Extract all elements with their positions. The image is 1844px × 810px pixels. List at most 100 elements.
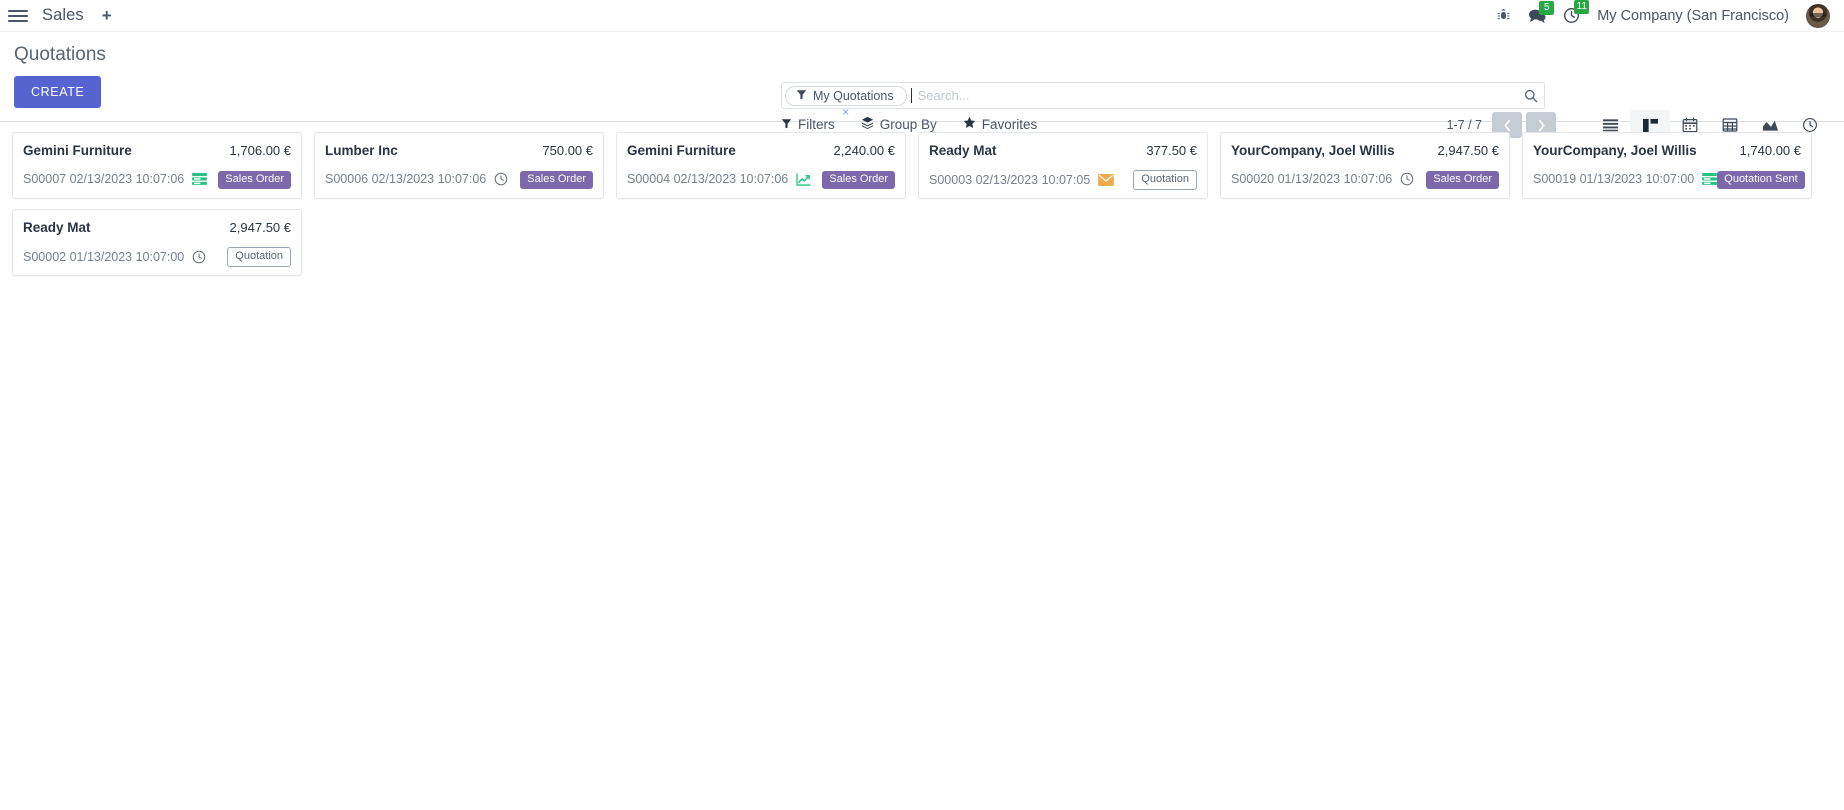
gray-clock-icon[interactable] bbox=[1400, 172, 1414, 186]
kanban-state-badge[interactable]: Quotation bbox=[227, 246, 291, 267]
green-chart-line-icon[interactable] bbox=[796, 172, 811, 186]
search-dropdowns: Filters Group By Favorites bbox=[781, 116, 1037, 132]
kanban-card-footer: S00003 02/13/2023 10:07:05 Quotation bbox=[929, 169, 1197, 190]
search-icon[interactable] bbox=[1524, 89, 1538, 103]
search-box[interactable]: My Quotations × bbox=[781, 82, 1545, 118]
green-list-icon[interactable] bbox=[192, 173, 208, 185]
search-facet-remove-icon[interactable]: × bbox=[842, 104, 850, 119]
kanban-amount: 1,706.00 € bbox=[229, 143, 291, 158]
kanban-card[interactable]: Gemini Furniture 2,240.00 € S00004 02/13… bbox=[616, 132, 906, 199]
kanban-card-header: Ready Mat 2,947.50 € bbox=[23, 219, 291, 237]
view-switcher-list[interactable] bbox=[1590, 110, 1630, 140]
kanban-amount: 1,740.00 € bbox=[1739, 143, 1801, 158]
kanban-state-badge[interactable]: Sales Order bbox=[1426, 169, 1499, 189]
view-switcher-activity[interactable] bbox=[1790, 110, 1830, 140]
create-button[interactable]: CREATE bbox=[14, 76, 102, 108]
kanban-state-badge[interactable]: Sales Order bbox=[520, 169, 593, 189]
activities-clock-icon[interactable]: 11 bbox=[1563, 0, 1590, 24]
kanban-card-footer: S00019 01/13/2023 10:07:00 Quotation Sen… bbox=[1533, 169, 1805, 189]
kanban-card-footer: S00006 02/13/2023 10:07:06 Sales Order bbox=[325, 169, 593, 189]
kanban-card-footer: S00007 02/13/2023 10:07:06 Sales Order bbox=[23, 169, 291, 189]
kanban-reference: S00006 02/13/2023 10:07:06 bbox=[325, 172, 487, 186]
kanban-card[interactable]: Lumber Inc 750.00 € S00006 02/13/2023 10… bbox=[314, 132, 604, 199]
kanban-state-badge[interactable]: Quotation bbox=[1133, 169, 1197, 190]
kanban-card-header: Gemini Furniture 1,706.00 € bbox=[23, 142, 291, 160]
kanban-view: Gemini Furniture 1,706.00 € S00007 02/13… bbox=[0, 122, 1844, 810]
groupby-label: Group By bbox=[879, 116, 937, 132]
status-badge: Quotation Sent bbox=[1717, 171, 1805, 189]
favorites-label: Favorites bbox=[981, 116, 1038, 132]
status-badge: Sales Order bbox=[218, 171, 291, 189]
kanban-partner-name: YourCompany, Joel Willis bbox=[1533, 143, 1697, 158]
status-badge: Quotation bbox=[1133, 170, 1197, 190]
kanban-card[interactable]: Ready Mat 2,947.50 € S00002 01/13/2023 1… bbox=[12, 209, 302, 276]
kanban-reference: S00007 02/13/2023 10:07:06 bbox=[23, 172, 185, 186]
search-caret bbox=[910, 88, 912, 103]
kanban-amount: 2,240.00 € bbox=[833, 143, 895, 158]
add-icon[interactable]: + bbox=[101, 6, 112, 25]
app-name-sales[interactable]: Sales bbox=[42, 6, 84, 24]
kanban-card-header: YourCompany, Joel Willis 1,740.00 € bbox=[1533, 142, 1801, 160]
search-facet-my-quotations[interactable]: My Quotations × bbox=[785, 85, 907, 118]
view-switcher-calendar[interactable] bbox=[1670, 110, 1710, 140]
view-switcher-graph[interactable] bbox=[1750, 110, 1790, 140]
gray-clock-icon[interactable] bbox=[494, 172, 508, 186]
status-badge: Sales Order bbox=[1426, 171, 1499, 189]
kanban-state-badge[interactable]: Quotation Sent bbox=[1717, 169, 1805, 189]
filter-funnel-icon bbox=[781, 117, 792, 132]
kanban-amount: 377.50 € bbox=[1146, 143, 1197, 158]
control-panel-left: Quotations CREATE bbox=[14, 32, 1830, 108]
kanban-card-header: Gemini Furniture 2,240.00 € bbox=[627, 142, 895, 160]
green-list-icon[interactable] bbox=[1702, 173, 1718, 185]
company-switcher[interactable]: My Company (San Francisco) bbox=[1597, 7, 1789, 24]
kanban-partner-name: YourCompany, Joel Willis bbox=[1231, 143, 1395, 158]
search-input[interactable] bbox=[911, 88, 1524, 103]
kanban-card-header: YourCompany, Joel Willis 2,947.50 € bbox=[1231, 142, 1499, 160]
avatar[interactable] bbox=[1806, 3, 1830, 28]
search-view: My Quotations × bbox=[781, 82, 1545, 118]
filters-dropdown[interactable]: Filters bbox=[781, 117, 835, 132]
kanban-amount: 750.00 € bbox=[542, 143, 593, 158]
kanban-partner-name: Gemini Furniture bbox=[627, 143, 736, 158]
messages-badge: 5 bbox=[1539, 0, 1555, 15]
top-navbar: Sales + 5 bbox=[0, 0, 1844, 32]
kanban-card[interactable]: YourCompany, Joel Willis 1,740.00 € S000… bbox=[1522, 132, 1812, 199]
control-panel: Quotations CREATE My Quotations × bbox=[0, 32, 1844, 140]
favorites-dropdown[interactable]: Favorites bbox=[963, 116, 1038, 132]
kanban-reference: S00004 02/13/2023 10:07:06 bbox=[627, 172, 789, 186]
gray-clock-icon[interactable] bbox=[192, 250, 206, 264]
kanban-amount: 2,947.50 € bbox=[1437, 143, 1499, 158]
kanban-reference: S00020 01/13/2023 10:07:06 bbox=[1231, 172, 1393, 186]
kanban-partner-name: Lumber Inc bbox=[325, 143, 398, 158]
status-badge: Sales Order bbox=[822, 171, 895, 189]
page-title: Quotations bbox=[14, 44, 106, 65]
kanban-state-badge[interactable]: Sales Order bbox=[218, 169, 291, 189]
kanban-reference: S00019 01/13/2023 10:07:00 bbox=[1533, 172, 1695, 186]
kanban-card[interactable]: YourCompany, Joel Willis 2,947.50 € S000… bbox=[1220, 132, 1510, 199]
kanban-card-footer: S00020 01/13/2023 10:07:06 Sales Order bbox=[1231, 169, 1499, 189]
kanban-partner-name: Gemini Furniture bbox=[23, 143, 132, 158]
kanban-card-header: Ready Mat 377.50 € bbox=[929, 142, 1197, 160]
kanban-amount: 2,947.50 € bbox=[229, 220, 291, 235]
kanban-state-badge[interactable]: Sales Order bbox=[822, 169, 895, 189]
layers-icon bbox=[861, 116, 874, 132]
navbar-right: 5 11 My Company (San Francisco) bbox=[1496, 0, 1830, 28]
kanban-card-footer: S00002 01/13/2023 10:07:00 Quotation bbox=[23, 246, 291, 267]
pager-counter: 1-7 / 7 bbox=[1446, 118, 1482, 132]
kanban-reference: S00003 02/13/2023 10:07:05 bbox=[929, 172, 1091, 187]
search-facet-label: My Quotations bbox=[813, 88, 894, 103]
kanban-card-footer: S00004 02/13/2023 10:07:06 Sales Order bbox=[627, 169, 895, 189]
kanban-card[interactable]: Ready Mat 377.50 € S00003 02/13/2023 10:… bbox=[918, 132, 1208, 199]
groupby-dropdown[interactable]: Group By bbox=[861, 116, 937, 132]
filter-icon bbox=[796, 89, 807, 103]
navbar-left: Sales + bbox=[8, 6, 116, 25]
kanban-card-header: Lumber Inc 750.00 € bbox=[325, 142, 593, 160]
kanban-partner-name: Ready Mat bbox=[929, 143, 997, 158]
orange-envelope-icon[interactable] bbox=[1098, 173, 1115, 186]
kanban-card[interactable]: Gemini Furniture 1,706.00 € S00007 02/13… bbox=[12, 132, 302, 199]
star-icon bbox=[963, 116, 976, 132]
view-switcher-pivot[interactable] bbox=[1710, 110, 1750, 140]
bug-icon[interactable] bbox=[1496, 8, 1511, 23]
menu-toggle-icon[interactable] bbox=[8, 8, 28, 24]
messages-icon[interactable]: 5 bbox=[1528, 0, 1555, 24]
